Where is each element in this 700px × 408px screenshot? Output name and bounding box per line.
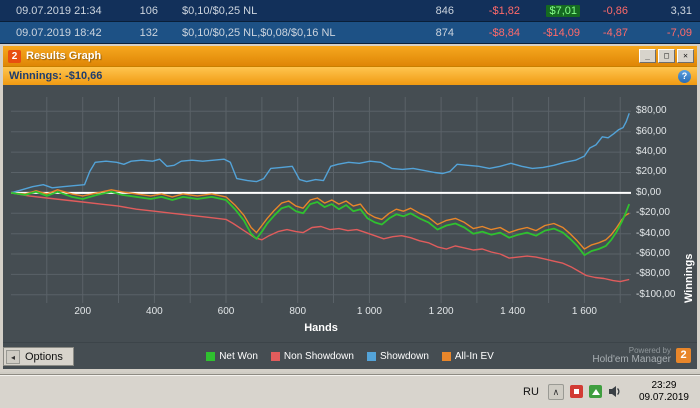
session-hands: 874 xyxy=(435,26,454,39)
minimize-button[interactable]: _ xyxy=(639,49,656,63)
results-graph-window: 2 Results Graph _ □ ✕ Winnings: -$10,66 … xyxy=(0,44,700,372)
all-in-ev-swatch-icon xyxy=(441,351,451,361)
y-tick-label: -$60,00 xyxy=(636,248,670,260)
session-rate: -0,86 xyxy=(602,4,628,17)
session-stakes: $0,10/$0,25 NL xyxy=(182,4,258,17)
hm2-app-icon: 2 xyxy=(8,49,21,63)
x-tick-label: 1 400 xyxy=(500,306,526,317)
language-indicator[interactable]: RU xyxy=(523,385,539,398)
legend-item-net-won[interactable]: Net Won xyxy=(206,351,258,362)
x-tick-label: 600 xyxy=(217,306,235,317)
x-tick-label: 1 000 xyxy=(356,306,382,317)
x-tick-label: 1 200 xyxy=(428,306,454,317)
hm2-logo-icon: 2 xyxy=(676,347,691,363)
x-axis-title: Hands xyxy=(304,322,338,334)
powered-by: Powered by Hold'em Manager 2 xyxy=(592,346,691,365)
chart-area: $80,00 $60,00 $40,00 $20,00 $0,00 -$20,00 -$40… xyxy=(3,85,697,342)
y-tick-label: $80,00 xyxy=(636,105,667,117)
x-tick-label: 1 600 xyxy=(571,306,597,317)
session-rate: -7,09 xyxy=(666,26,692,39)
tray-green-app-icon[interactable] xyxy=(588,385,602,398)
session-count: 106 xyxy=(139,4,158,17)
legend-label: Net Won xyxy=(219,350,258,362)
session-amount: -$14,09 xyxy=(542,26,580,39)
session-amount: -$8,84 xyxy=(488,26,520,39)
titlebar[interactable]: 2 Results Graph _ □ ✕ xyxy=(3,46,697,66)
y-tick-label: -$100,00 xyxy=(636,288,676,300)
y-tick-label: $40,00 xyxy=(636,146,667,158)
collapse-arrow-icon: ◂ xyxy=(6,349,20,364)
non-showdown-swatch-icon xyxy=(270,351,280,361)
taskbar-clock[interactable]: 23:29 09.07.2019 xyxy=(634,380,694,404)
session-date: 09.07.2019 21:34 xyxy=(16,4,102,17)
powered-by-line2: Hold'em Manager xyxy=(592,354,671,365)
legend-item-non-showdown[interactable]: Non Showdown xyxy=(270,350,354,362)
legend-label: Showdown xyxy=(379,350,429,362)
y-tick-label: -$40,00 xyxy=(636,227,670,239)
y-tick-label: $60,00 xyxy=(636,125,667,137)
legend-item-showdown[interactable]: Showdown xyxy=(366,350,429,362)
session-amount: -$1,82 xyxy=(488,4,520,17)
window-title: Results Graph xyxy=(26,50,102,62)
session-count: 132 xyxy=(139,26,158,39)
y-tick-label: -$20,00 xyxy=(636,207,670,219)
clock-date: 09.07.2019 xyxy=(638,391,689,403)
x-tick-label: 800 xyxy=(289,306,307,317)
window-bottom-bar: ◂ Options Net Won Non Showdown Showdown xyxy=(3,342,697,369)
powered-by-line1: Powered by xyxy=(628,346,671,355)
system-tray: ∧ xyxy=(547,383,622,400)
chart-legend: Net Won Non Showdown Showdown All-In EV xyxy=(206,351,494,362)
showdown-swatch-icon xyxy=(366,351,376,361)
session-stakes: $0,10/$0,25 NL,$0,08/$0,16 NL xyxy=(182,26,336,39)
y-axis-title: Winnings xyxy=(683,253,695,303)
x-tick-label: 200 xyxy=(74,306,92,317)
x-axis-labels: 200 400 600 800 1 000 1 200 1 400 1 600 xyxy=(11,306,631,319)
y-tick-label: $20,00 xyxy=(636,166,667,178)
x-tick-label: 400 xyxy=(146,306,163,317)
options-label: Options xyxy=(25,350,63,363)
net-won-swatch-icon xyxy=(206,351,216,361)
tray-red-app-icon[interactable] xyxy=(569,385,583,398)
session-rate: 3,31 xyxy=(670,4,692,17)
help-button[interactable]: ? xyxy=(678,69,691,83)
legend-item-all-in-ev[interactable]: All-In EV xyxy=(441,350,494,362)
session-rate: -4,87 xyxy=(602,26,628,39)
y-axis: $80,00 $60,00 $40,00 $20,00 $0,00 -$20,00 -$40… xyxy=(631,97,695,303)
taskbar: RU ∧ 23:29 09.07.2019 xyxy=(0,374,700,408)
close-button[interactable]: ✕ xyxy=(677,49,694,63)
y-tick-label: $0,00 xyxy=(636,186,662,198)
volume-icon[interactable] xyxy=(608,385,622,398)
winnings-text: Winnings: -$10,66 xyxy=(9,70,103,82)
legend-label: Non Showdown xyxy=(283,350,354,362)
session-hands: 846 xyxy=(435,4,454,17)
session-date: 09.07.2019 18:42 xyxy=(16,26,102,39)
winnings-bar: Winnings: -$10,66 ? xyxy=(3,66,697,85)
table-row-selected[interactable]: 09.07.2019 18:42 132 $0,10/$0,25 NL,$0,0… xyxy=(0,22,700,44)
show-hidden-icons-button[interactable]: ∧ xyxy=(547,383,564,400)
clock-time: 23:29 xyxy=(651,379,677,391)
table-row[interactable]: 09.07.2019 21:34 106 $0,10/$0,25 NL 846 … xyxy=(0,0,700,22)
legend-label: All-In EV xyxy=(454,350,494,362)
maximize-button[interactable]: □ xyxy=(658,49,675,63)
session-table: 09.07.2019 21:34 106 $0,10/$0,25 NL 846 … xyxy=(0,0,700,44)
options-button[interactable]: ◂ Options xyxy=(3,347,74,366)
chart-plot[interactable] xyxy=(10,97,631,303)
y-tick-label: -$80,00 xyxy=(636,268,670,280)
session-amount: $7,01 xyxy=(528,4,588,17)
